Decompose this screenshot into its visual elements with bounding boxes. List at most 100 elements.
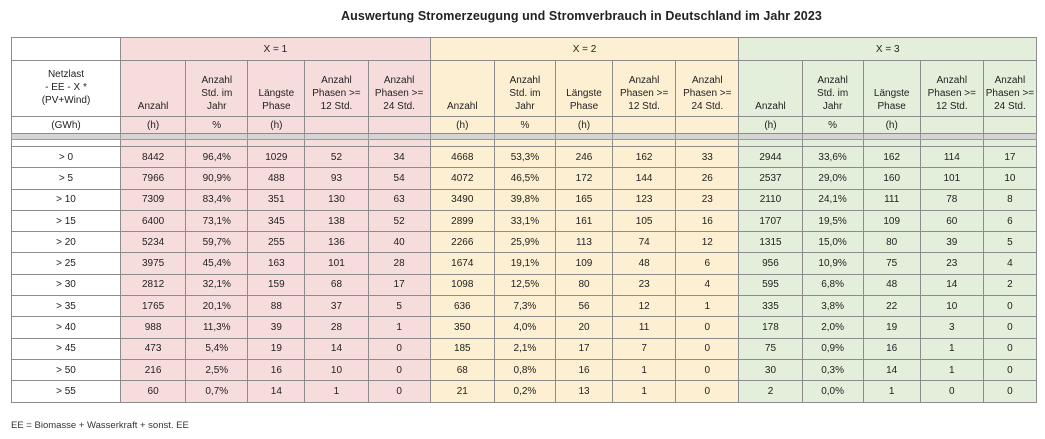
table-cell: 136 xyxy=(304,231,369,254)
column-header-row: Netzlast - EE - X * (PV+Wind) Anzahl Anzahl S… xyxy=(11,60,1038,117)
column-header-line: Phasen >= xyxy=(619,88,669,99)
table-cell: 2,5% xyxy=(185,358,249,382)
column-header: Anzahl Phasen >= 12 Std. xyxy=(919,60,984,117)
table-cell: 32,1% xyxy=(185,273,249,297)
table-cell: 80 xyxy=(554,273,614,297)
table-cell: 2944 xyxy=(738,145,803,169)
table-cell: 6,8% xyxy=(801,273,864,297)
table-cell: 162 xyxy=(862,145,921,169)
column-header-line: Anzahl xyxy=(509,75,541,86)
column-header-line: 12 Std. xyxy=(935,101,968,112)
table-cell: 956 xyxy=(738,252,803,275)
column-unit: % xyxy=(185,116,249,134)
table-cell: 0 xyxy=(367,337,431,360)
table-cell: 2537 xyxy=(738,167,803,190)
table-cell: 0,3% xyxy=(801,358,864,382)
separator-cell xyxy=(429,133,495,140)
table-cell: 4 xyxy=(675,273,740,297)
table-cell: 0,0% xyxy=(801,380,864,403)
table-cell: 17 xyxy=(554,337,614,360)
table-cell: 0 xyxy=(919,380,984,403)
table-cell: 1 xyxy=(862,380,921,403)
table-cell: 2812 xyxy=(119,273,187,297)
footnote: EE = Biomasse + Wasserkraft + sonst. EE xyxy=(11,420,189,431)
table-cell: 0,8% xyxy=(493,358,557,382)
table-cell: 88 xyxy=(247,295,306,318)
table-cell: 16 xyxy=(862,337,921,360)
table-cell: 1 xyxy=(675,295,740,318)
table-cell: 53,3% xyxy=(493,145,557,169)
table-cell: 130 xyxy=(304,188,369,211)
table-cell: 17 xyxy=(982,145,1038,169)
table-cell: 10 xyxy=(304,358,369,382)
table-cell: 2266 xyxy=(429,231,495,254)
separator-cell xyxy=(493,133,557,140)
table-cell: 160 xyxy=(862,167,921,190)
separator-row xyxy=(11,133,1038,140)
table-cell: 7309 xyxy=(119,188,187,211)
column-unit: (h) xyxy=(119,116,187,134)
table-row: > 55 60 0,7% 14 1 0 21 0,2% 13 1 0 2 0,0% 1 0 0 xyxy=(11,380,1038,403)
column-header-line: Anzahl xyxy=(383,75,415,86)
table-cell: 12,5% xyxy=(493,273,557,297)
column-header-line: Std. im xyxy=(201,88,233,99)
column-header-line: 24 Std. xyxy=(691,101,724,112)
table-cell: 101 xyxy=(304,252,369,275)
table-row: > 45 473 5,4% 19 14 0 185 2,1% 17 7 0 75 0,9% 16 1 0 xyxy=(11,337,1038,360)
table-cell: 165 xyxy=(554,188,614,211)
row-label: > 55 xyxy=(11,380,121,403)
table-cell: 216 xyxy=(119,358,187,382)
column-header-line: Anzahl xyxy=(994,75,1026,86)
table-cell: 7,3% xyxy=(493,295,557,318)
table-cell: 123 xyxy=(612,188,677,211)
gap-cell xyxy=(119,139,187,147)
row-header-unit: (GWh) xyxy=(11,116,121,134)
column-header-line: Anzahl xyxy=(137,101,169,112)
column-header-line: Anzahl xyxy=(817,75,848,86)
table-cell: 8 xyxy=(982,188,1038,211)
table-cell: 93 xyxy=(304,167,369,190)
table-row: > 40 988 11,3% 39 28 1 350 4,0% 20 11 0 178 2,0% 19 3 0 xyxy=(11,316,1038,339)
row-label: > 15 xyxy=(11,209,121,233)
table-cell: 0,7% xyxy=(185,380,249,403)
table-cell: 68 xyxy=(304,273,369,297)
table-cell: 75 xyxy=(738,337,803,360)
table-cell: 178 xyxy=(738,316,803,339)
column-header-line: Anzahl xyxy=(447,101,478,112)
column-header: Anzahl xyxy=(738,60,803,117)
table-cell: 16 xyxy=(554,358,614,382)
column-header-line: Phasen >= xyxy=(927,88,976,99)
column-header-line: Jahr xyxy=(515,101,535,112)
table-cell: 138 xyxy=(304,209,369,233)
table-cell: 109 xyxy=(862,209,921,233)
table-cell: 10 xyxy=(982,167,1038,190)
corner-cell xyxy=(11,37,121,61)
table-cell: 0 xyxy=(367,358,431,382)
table-cell: 335 xyxy=(738,295,803,318)
table-cell: 144 xyxy=(612,167,677,190)
row-label: > 40 xyxy=(11,316,121,339)
table-row: > 15 6400 73,1% 345 138 52 2899 33,1% 161 105 16 17… xyxy=(11,209,1038,233)
gap-cell xyxy=(367,139,431,147)
table-cell: 0,2% xyxy=(493,380,557,403)
table-row: > 10 7309 83,4% 351 130 63 3490 39,8% 165 123 23 21… xyxy=(11,188,1038,211)
table-cell: 33 xyxy=(675,145,740,169)
column-header-line: Anzahl xyxy=(692,75,723,86)
gap-cell xyxy=(919,139,984,147)
column-header-line: Längste xyxy=(566,88,602,99)
table-cell: 60 xyxy=(119,380,187,403)
table-cell: 33,6% xyxy=(801,145,864,169)
table-cell: 40 xyxy=(367,231,431,254)
table-cell: 22 xyxy=(862,295,921,318)
table-cell: 5 xyxy=(982,231,1038,254)
column-header: Längste Phase xyxy=(862,60,921,117)
table-cell: 172 xyxy=(554,167,614,190)
table-cell: 52 xyxy=(304,145,369,169)
table-cell: 73,1% xyxy=(185,209,249,233)
table-cell: 3,8% xyxy=(801,295,864,318)
table-cell: 4072 xyxy=(429,167,495,190)
column-header-line: Anzahl xyxy=(628,75,660,86)
table-row: > 20 5234 59,7% 255 136 40 2266 25,9% 113 74 12 131… xyxy=(11,231,1038,254)
table-cell: 1029 xyxy=(247,145,306,169)
table-cell: 24,1% xyxy=(801,188,864,211)
